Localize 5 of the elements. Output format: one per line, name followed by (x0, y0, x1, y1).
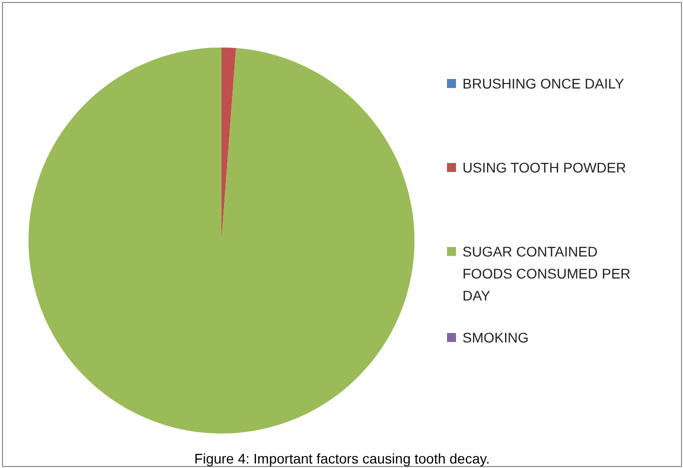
text: Figure 4: Important factors causing tooth decay. (194, 450, 490, 466)
legend-label: SUGAR CONTAINED FOODS CONSUMED PER DAY (462, 244, 631, 304)
legend-label: USING TOOTH POWDER (462, 160, 626, 176)
legend-label: SMOKING (462, 330, 529, 346)
legend-label: BRUSHING ONCE DAILY (462, 76, 625, 92)
